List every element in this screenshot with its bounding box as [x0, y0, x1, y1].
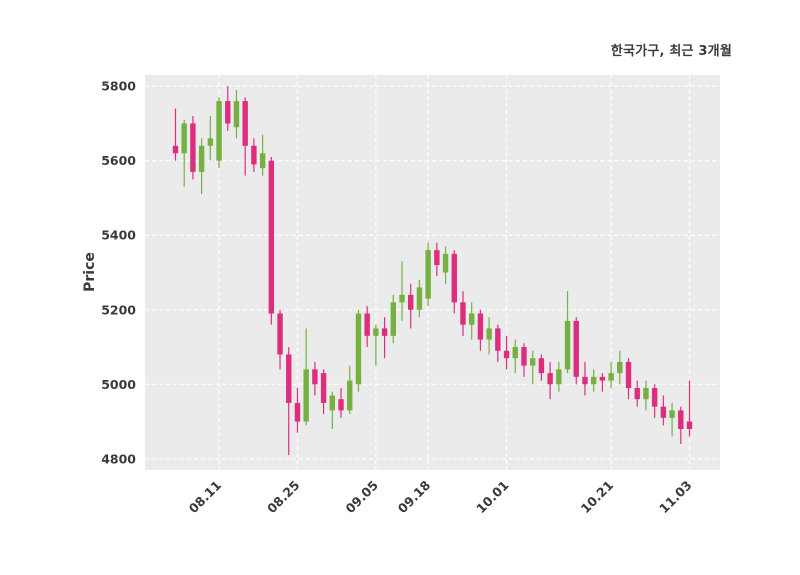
y-tick-label: 5400: [101, 228, 136, 243]
candle-body-down: [599, 376, 606, 381]
candle-body-down: [277, 313, 283, 355]
candle-body-down: [678, 410, 684, 430]
chart-title: 한국가구, 최근 3개월: [610, 44, 732, 59]
candle-body-down: [251, 145, 257, 165]
candle-body-up: [329, 395, 336, 411]
y-tick-label: 5200: [101, 302, 136, 317]
candle-body-up: [198, 145, 205, 172]
candle-body-down: [634, 388, 640, 400]
y-axis-label: Price: [82, 252, 98, 292]
candle-body-up: [181, 123, 187, 154]
candle-body-up: [355, 313, 362, 385]
candle-body-down: [294, 402, 301, 422]
candle-body-down: [651, 388, 658, 407]
candle-body-up: [469, 313, 475, 325]
candle-body-up: [259, 153, 266, 169]
candle-body-up: [207, 138, 214, 146]
candle-body-down: [451, 253, 457, 303]
candle-body-up: [643, 388, 649, 400]
candle-body-up: [556, 369, 562, 385]
candle-body-down: [225, 101, 231, 124]
candle-body-up: [529, 358, 536, 366]
candle-body-up: [617, 361, 623, 374]
candle-body-down: [460, 302, 466, 325]
candle-body-up: [608, 373, 614, 381]
candle-body-up: [425, 250, 431, 299]
candle-body-up: [486, 328, 492, 340]
candle-body-up: [564, 320, 571, 370]
y-tick-label: 5600: [101, 153, 136, 168]
candle-body-down: [582, 376, 588, 385]
candle-body-down: [660, 406, 667, 418]
candle-body-down: [538, 358, 545, 374]
candle-body-down: [320, 373, 327, 403]
x-tick-label: 09.05: [342, 478, 381, 517]
x-tick-label: 08.11: [186, 478, 225, 517]
candle-body-up: [590, 376, 597, 385]
candle-body-down: [434, 250, 440, 266]
candle-body-up: [416, 287, 423, 310]
candle-body-up: [216, 101, 222, 161]
candle-body-up: [512, 347, 518, 359]
plot-area: [145, 75, 720, 470]
y-tick-label: 4800: [101, 451, 136, 466]
candle-body-down: [286, 354, 292, 403]
candle-body-down: [686, 421, 693, 430]
candle-body-down: [521, 347, 527, 366]
candle-body-down: [338, 399, 344, 411]
candle-body-up: [373, 328, 379, 336]
x-tick-label: 09.18: [395, 478, 434, 517]
candle-body-up: [399, 294, 405, 303]
candle-body-down: [381, 328, 388, 336]
x-tick-label: 11.03: [656, 478, 695, 517]
y-tick-label: 5800: [101, 79, 136, 94]
y-tick-label: 5000: [101, 377, 136, 392]
candle-body-down: [242, 101, 248, 146]
candle-body-down: [547, 373, 553, 385]
candle-body-up: [442, 253, 449, 273]
candle-body-down: [625, 361, 632, 389]
candle-body-down: [312, 369, 318, 385]
candle-body-down: [190, 123, 196, 172]
x-tick-label: 08.25: [264, 478, 303, 517]
candle-body-down: [503, 350, 510, 359]
candle-body-up: [233, 101, 240, 128]
candle-body-down: [268, 160, 275, 314]
candle-body-down: [172, 145, 179, 154]
x-tick-label: 10.21: [578, 478, 617, 517]
candle-body-up: [669, 410, 675, 418]
x-tick-label: 10.01: [473, 478, 512, 517]
candle-body-down: [495, 328, 501, 351]
candle-body-down: [573, 320, 579, 377]
candle-body-down: [477, 313, 484, 340]
candle-body-up: [390, 302, 396, 336]
candle-body-up: [303, 369, 309, 422]
candle-body-down: [408, 294, 414, 310]
candle-body-down: [364, 313, 370, 336]
candle-body-up: [347, 380, 353, 411]
